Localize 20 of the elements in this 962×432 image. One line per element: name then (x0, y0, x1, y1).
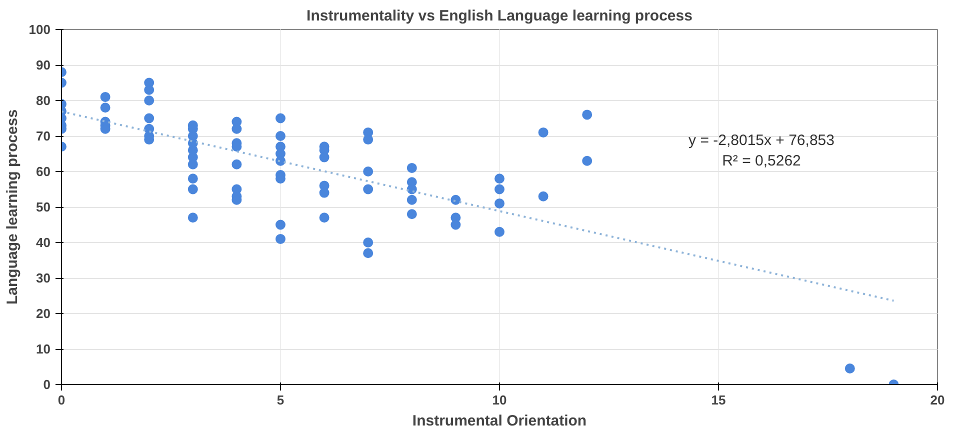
y-tick-label: 20 (36, 306, 51, 321)
y-tick-label: 40 (36, 235, 51, 250)
y-tick-label: 90 (36, 58, 51, 72)
y-tick-label: 100 (28, 22, 51, 37)
y-tick-label: 0 (43, 377, 51, 392)
y-tick-label: 80 (36, 93, 51, 108)
x-tick-label: 5 (276, 392, 284, 408)
x-tick-label: 10 (492, 392, 507, 408)
x-tick-label: 20 (930, 392, 945, 408)
x-axis-title: Instrumental Orientation (412, 412, 587, 430)
y-tick-label: 70 (36, 128, 51, 144)
chart-title: Instrumentality vs English Language learning process (306, 8, 692, 24)
x-tick-label: 0 (58, 392, 66, 408)
y-axis-title: Language learning process (4, 109, 21, 305)
y-tick-label: 30 (36, 270, 51, 286)
annotation: y = -2,8015x + 76,853 R² = 0,5262 (688, 132, 834, 170)
y-tick-label: 60 (36, 164, 51, 179)
y-tick-label: 10 (36, 342, 51, 356)
x-tick-label: 15 (711, 392, 726, 408)
y-tick-label: 50 (36, 200, 51, 214)
